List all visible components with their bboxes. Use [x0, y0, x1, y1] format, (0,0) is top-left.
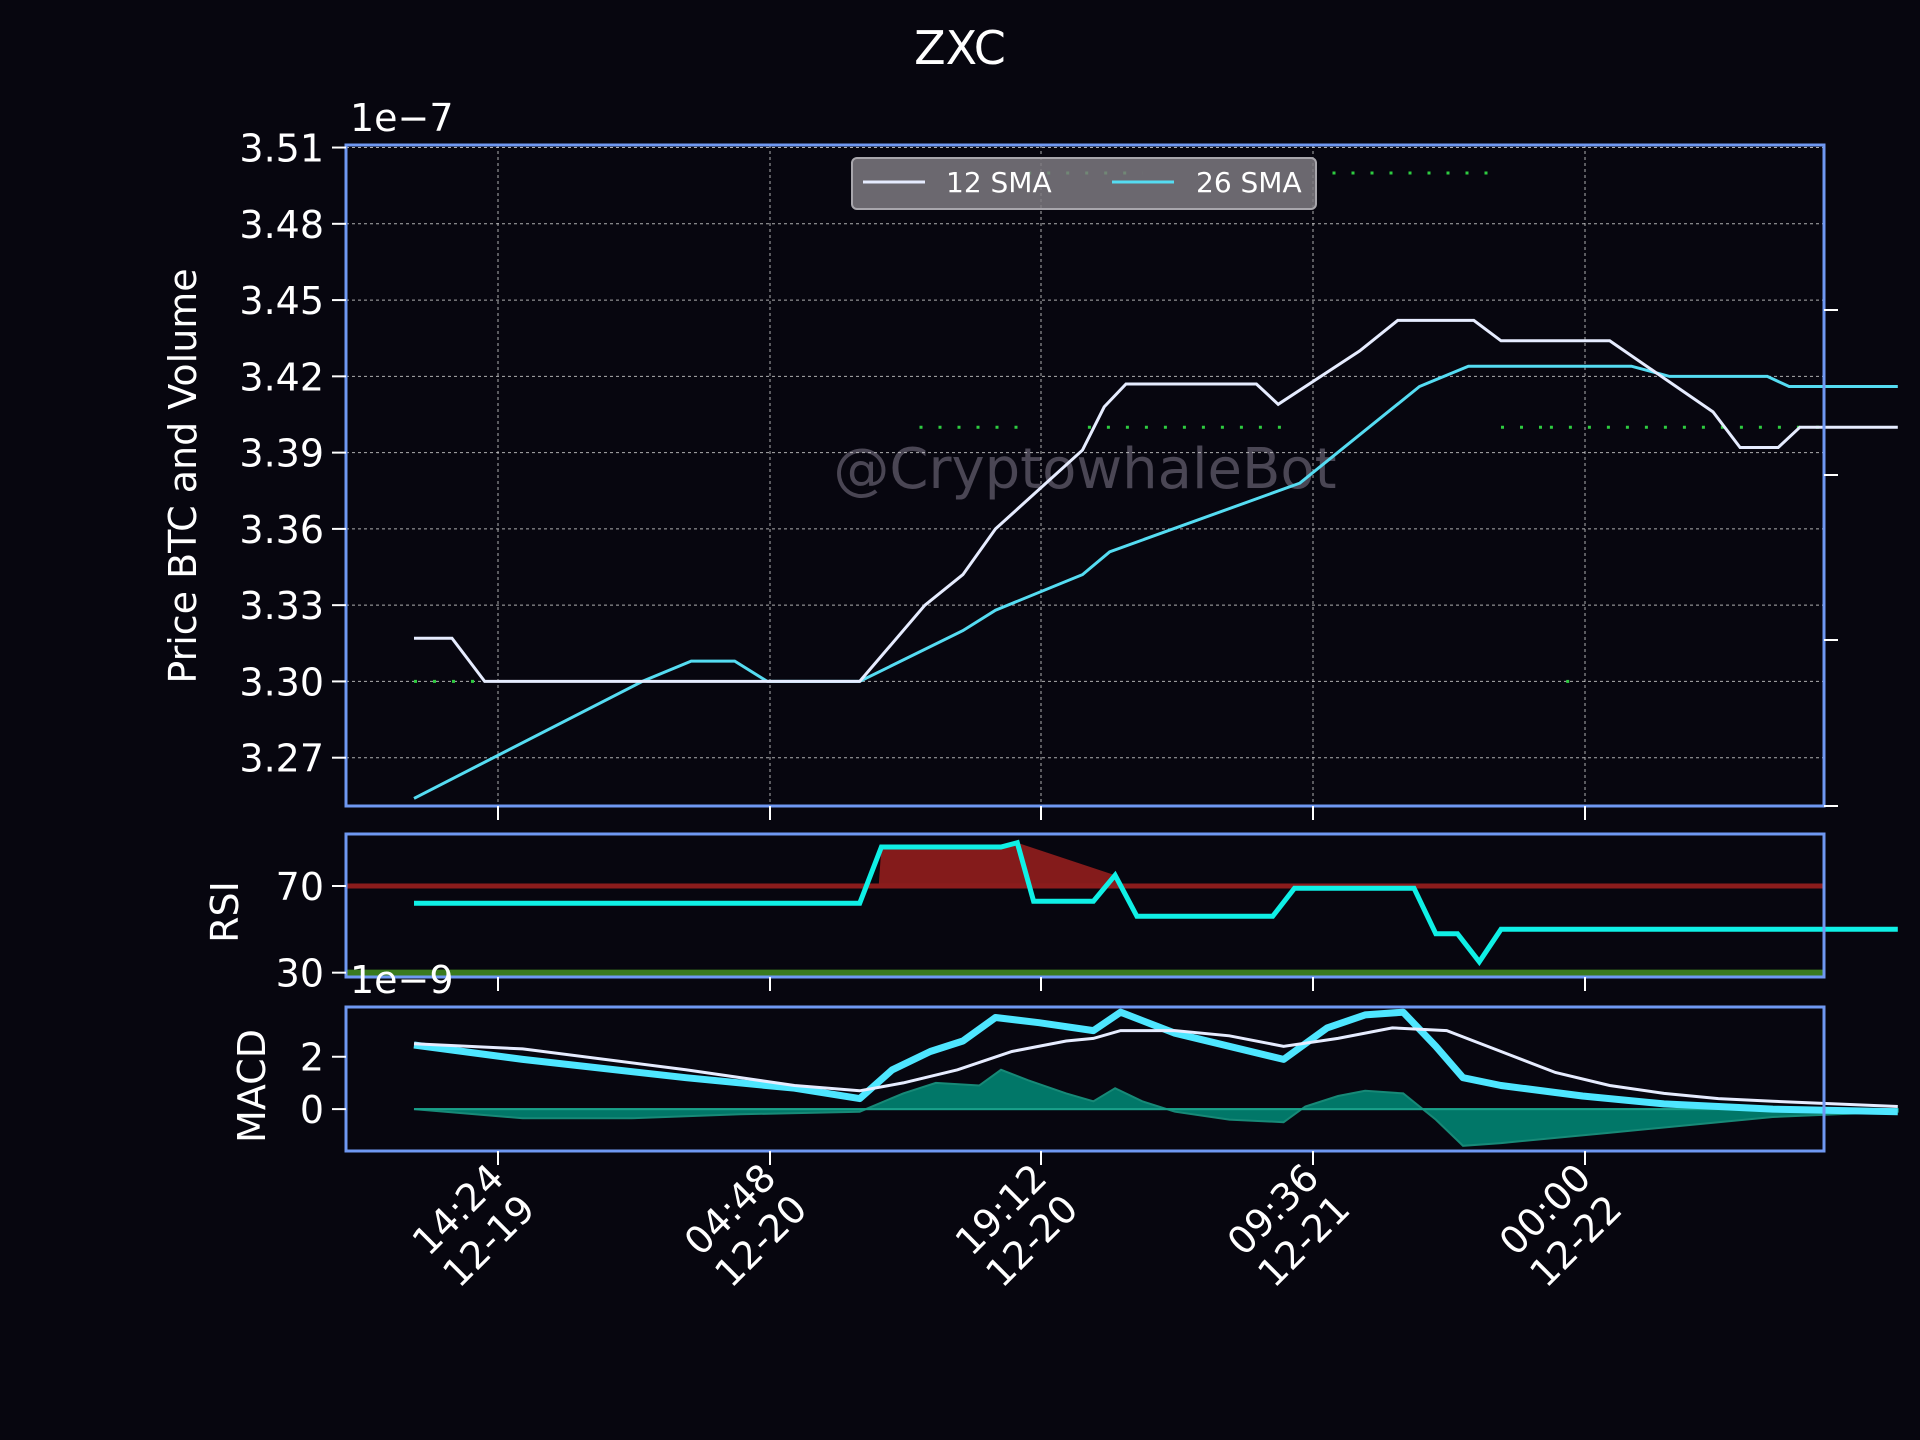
price-y-tick-label: 3.42: [239, 355, 324, 399]
rsi-panel: 30 70 RSI: [203, 832, 1898, 996]
chart-title: ZXC: [914, 21, 1006, 75]
rsi-y-tick-label: 70: [276, 865, 324, 909]
legend-box: [851, 157, 1317, 210]
macd-histogram: [413, 1068, 1899, 1147]
macd-y-tick-label: 2: [300, 1036, 324, 1080]
price-offset-text: 1e−7: [350, 96, 454, 140]
price-y-tick-label: 3.45: [239, 279, 324, 323]
macd-y-ticks: 20: [300, 1036, 346, 1132]
legend-label-26-sma: 26 SMA: [1196, 166, 1302, 199]
price-y-tick-label: 3.48: [239, 203, 324, 247]
rsi-frame: [344, 832, 1826, 979]
price-y-tick-label: 3.51: [239, 127, 324, 171]
price-panel: 3.51 3.48 3.45 3.42 3.39 3.36 3.33 3.30 3.27 1e−…: [161, 96, 1898, 808]
rsi-y-ticks: 30 70: [276, 865, 346, 996]
macd-series: [413, 1008, 1899, 1147]
price-legend: 12 SMA 26 SMA: [851, 157, 1317, 210]
macd-panel: 20 1e−9 MACD: [230, 958, 1899, 1153]
series-26-sma-line: [413, 364, 1898, 800]
rsi-overbought-fill: [878, 842, 1118, 886]
macd-frame: [344, 1005, 1826, 1153]
price-y-ticks: 3.51 3.48 3.45 3.42 3.39 3.36 3.33 3.30 3.27: [239, 127, 1838, 807]
price-y-tick-label: 3.39: [239, 432, 324, 476]
rsi-y-tick-label: 30: [276, 952, 324, 996]
series-macd-line: [413, 1008, 1898, 1116]
price-y-tick-label: 3.33: [239, 584, 324, 628]
macd-y-axis-label: MACD: [230, 1029, 274, 1143]
price-y-axis-label: Price BTC and Volume: [161, 268, 205, 683]
macd-y-tick-label: 0: [300, 1088, 324, 1132]
price-y-tick-label: 3.27: [239, 737, 324, 781]
series-signal-line: [413, 1026, 1898, 1108]
rsi-series: [346, 839, 1898, 976]
price-y-tick-label: 3.30: [239, 660, 324, 704]
series-rsi-line: [414, 839, 1898, 967]
rsi-y-axis-label: RSI: [203, 881, 247, 943]
legend-label-12-sma: 12 SMA: [946, 166, 1052, 199]
series-12-sma-line: [414, 318, 1898, 683]
price-y-tick-label: 3.36: [239, 508, 324, 552]
macd-offset-text: 1e−9: [350, 958, 454, 1002]
